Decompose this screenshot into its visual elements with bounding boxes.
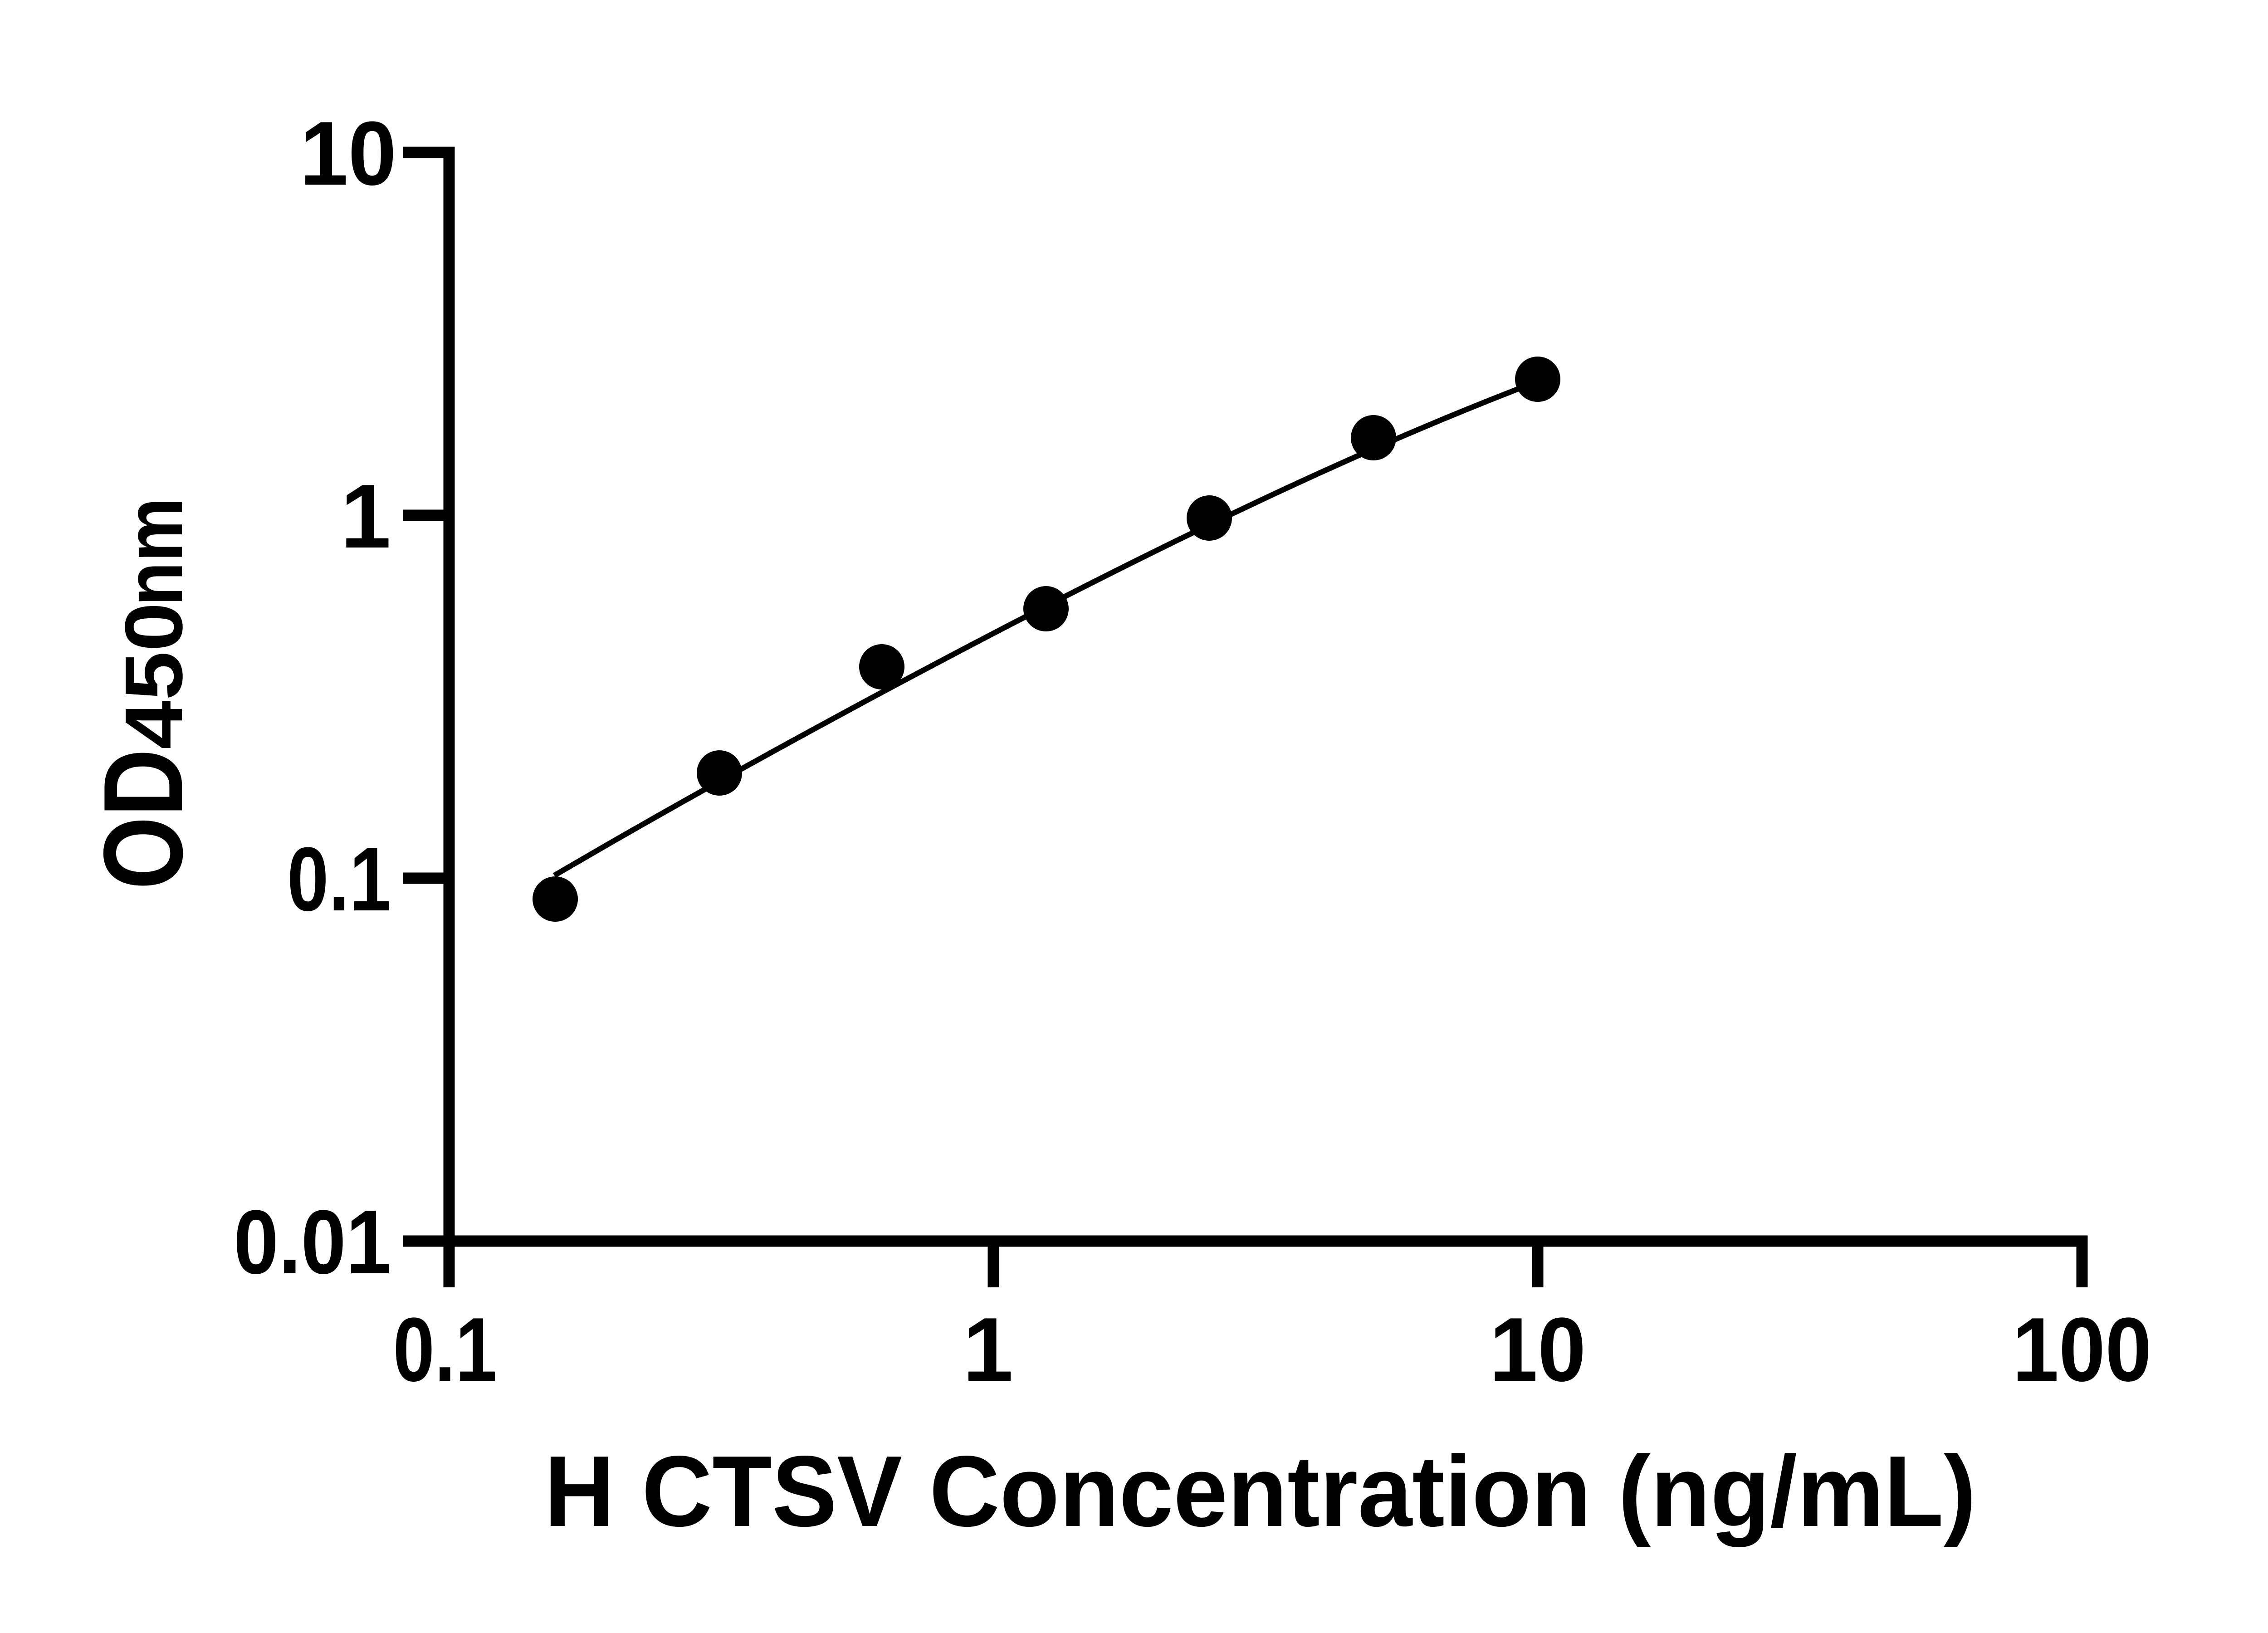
svg-text:0.1: 0.1 [393,1299,497,1400]
svg-text:10: 10 [300,103,396,204]
svg-text:0.1: 0.1 [287,829,391,930]
svg-text:0.01: 0.01 [234,1192,391,1293]
svg-text:450: 450 [108,602,200,749]
svg-text:100: 100 [2013,1299,2152,1400]
svg-text:OD: OD [80,749,206,890]
svg-text:1: 1 [963,1299,1013,1400]
svg-text:H CTSV Concentration (ng/mL): H CTSV Concentration (ng/mL) [544,1435,1976,1548]
svg-text:nm: nm [108,498,200,606]
svg-text:1: 1 [341,466,391,567]
svg-text:10: 10 [1490,1299,1586,1400]
